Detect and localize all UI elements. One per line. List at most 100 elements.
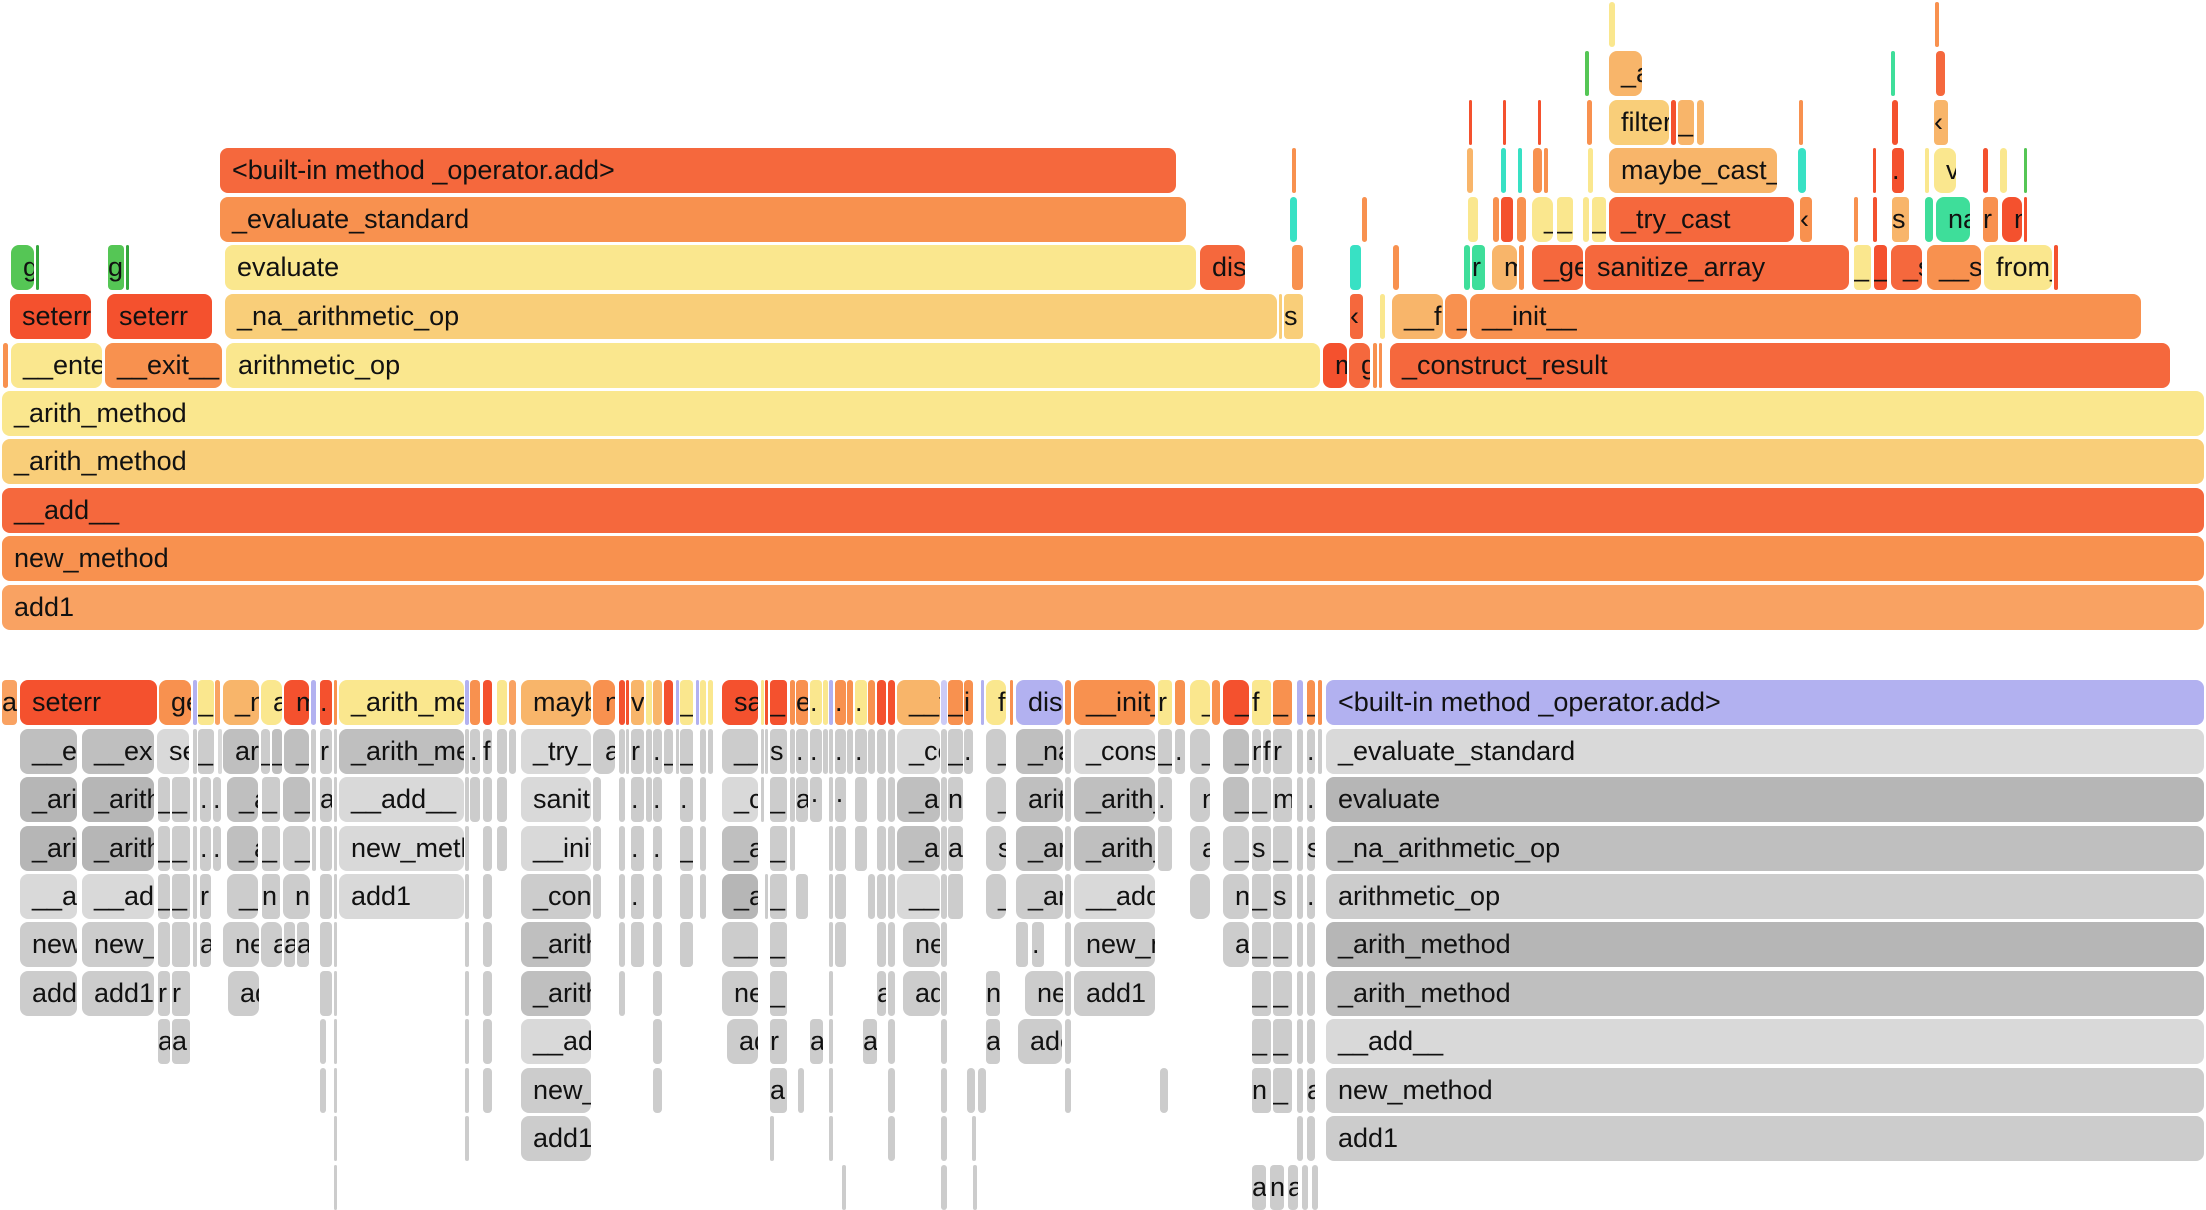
caller-frame[interactable]: n [1190, 777, 1210, 822]
caller-frame[interactable] [761, 729, 764, 774]
flame-frame[interactable] [1935, 2, 1939, 47]
caller-frame[interactable] [619, 777, 625, 822]
flame-frame[interactable]: _ge [1532, 245, 1583, 290]
caller-frame[interactable] [868, 680, 875, 725]
flame-frame[interactable] [1350, 245, 1361, 290]
caller-frame[interactable]: f [1252, 680, 1271, 725]
caller-frame[interactable]: _ar [1016, 874, 1063, 919]
caller-frame[interactable] [829, 1068, 833, 1113]
caller-frame[interactable]: r [770, 1019, 787, 1064]
caller-frame[interactable] [888, 1116, 895, 1161]
caller-frame[interactable]: . [964, 729, 973, 774]
flame-frame[interactable] [1503, 100, 1506, 145]
caller-frame[interactable]: arit [1016, 777, 1063, 822]
flame-frame[interactable] [3, 343, 8, 388]
flame-frame[interactable]: ‹ [1934, 100, 1948, 145]
caller-frame[interactable] [646, 729, 652, 774]
caller-frame[interactable]: _ [1273, 826, 1292, 871]
caller-frame[interactable] [790, 729, 795, 774]
flame-frame[interactable] [1925, 197, 1933, 242]
caller-frame[interactable]: _ [283, 826, 310, 871]
caller-frame[interactable] [978, 1068, 986, 1113]
caller-frame[interactable] [465, 680, 469, 725]
caller-frame[interactable] [941, 922, 947, 967]
caller-frame[interactable] [941, 729, 947, 774]
flame-frame[interactable]: n [2002, 197, 2022, 242]
caller-frame[interactable] [835, 922, 846, 967]
caller-frame[interactable]: _ [1273, 1068, 1292, 1113]
caller-frame[interactable] [509, 729, 516, 774]
flame-frame[interactable] [2024, 197, 2027, 242]
caller-frame[interactable]: add1 [20, 971, 77, 1016]
caller-frame[interactable]: _arith_ [1074, 777, 1155, 822]
caller-frame[interactable]: f [986, 680, 1006, 725]
flame-frame[interactable]: _s [1891, 245, 1922, 290]
caller-frame[interactable] [1297, 777, 1303, 822]
caller-frame[interactable]: . [835, 680, 846, 725]
caller-frame[interactable] [941, 1116, 947, 1161]
caller-frame[interactable]: _arith_method [1326, 971, 2204, 1016]
caller-frame[interactable] [483, 922, 492, 967]
flame-frame[interactable]: __add__ [2, 488, 2204, 533]
caller-frame[interactable] [1312, 1165, 1318, 1210]
flame-frame[interactable]: _evaluate_standard [220, 197, 1186, 242]
flame-frame[interactable] [1538, 100, 1541, 145]
caller-frame[interactable]: evaluate [1326, 777, 2204, 822]
caller-frame[interactable] [700, 729, 706, 774]
caller-frame[interactable]: a [948, 826, 963, 871]
caller-frame[interactable] [465, 826, 469, 871]
flame-frame[interactable] [1379, 343, 1382, 388]
flame-frame[interactable]: g [1349, 343, 1370, 388]
caller-frame[interactable] [700, 680, 706, 725]
flame-frame[interactable] [1279, 294, 1282, 339]
caller-frame[interactable]: _evaluate_standard [1326, 729, 2204, 774]
caller-frame[interactable]: _arith_method [1326, 922, 2204, 967]
caller-frame[interactable]: r [1158, 680, 1172, 725]
caller-frame[interactable] [320, 826, 332, 871]
caller-frame[interactable] [193, 922, 197, 967]
flame-frame[interactable] [1464, 245, 1470, 290]
caller-frame[interactable]: n [948, 777, 963, 822]
caller-frame[interactable]: a [158, 1019, 170, 1064]
caller-frame[interactable] [835, 826, 846, 871]
caller-frame[interactable] [888, 777, 895, 822]
flame-frame[interactable] [1585, 51, 1589, 96]
caller-frame[interactable] [311, 680, 316, 725]
caller-frame[interactable]: ari [223, 729, 259, 774]
flame-frame[interactable] [1892, 100, 1898, 145]
flame-frame[interactable]: _ [1445, 294, 1467, 339]
caller-frame[interactable]: nev [1025, 971, 1063, 1016]
caller-frame[interactable] [218, 729, 222, 774]
caller-frame[interactable]: n [262, 874, 280, 919]
caller-frame[interactable] [1307, 1019, 1315, 1064]
caller-frame[interactable]: . [1175, 729, 1185, 774]
flame-frame[interactable] [126, 245, 129, 290]
caller-frame[interactable]: __init_ [1074, 680, 1155, 725]
caller-frame[interactable]: _a [1223, 729, 1249, 774]
caller-frame[interactable] [941, 971, 947, 1016]
caller-frame[interactable]: _ar [1016, 826, 1063, 871]
caller-frame[interactable]: s [1252, 826, 1271, 871]
caller-frame[interactable]: i [964, 680, 973, 725]
flame-frame[interactable] [1925, 148, 1929, 193]
caller-frame[interactable]: __a [897, 874, 940, 919]
caller-frame[interactable] [619, 874, 625, 919]
caller-frame[interactable]: r [631, 729, 644, 774]
flame-frame[interactable]: s [1892, 197, 1909, 242]
caller-frame[interactable] [823, 729, 828, 774]
caller-frame[interactable] [888, 971, 895, 1016]
caller-frame[interactable] [708, 729, 713, 774]
caller-frame[interactable]: _a [1223, 777, 1249, 822]
caller-frame[interactable] [973, 1165, 977, 1210]
caller-frame[interactable]: __ [1223, 826, 1249, 871]
caller-frame[interactable]: · [835, 777, 846, 822]
caller-frame[interactable] [193, 680, 197, 725]
caller-frame[interactable] [320, 971, 332, 1016]
caller-frame[interactable]: _ [770, 826, 787, 871]
caller-frame[interactable]: _na_arithmetic_op [1326, 826, 2204, 871]
caller-frame[interactable]: n [986, 971, 1000, 1016]
flame-frame[interactable]: maybe_cast_to [1609, 148, 1777, 193]
flame-frame[interactable]: seterr [107, 294, 212, 339]
caller-frame[interactable]: __ [227, 874, 258, 919]
caller-frame[interactable]: . [653, 729, 662, 774]
